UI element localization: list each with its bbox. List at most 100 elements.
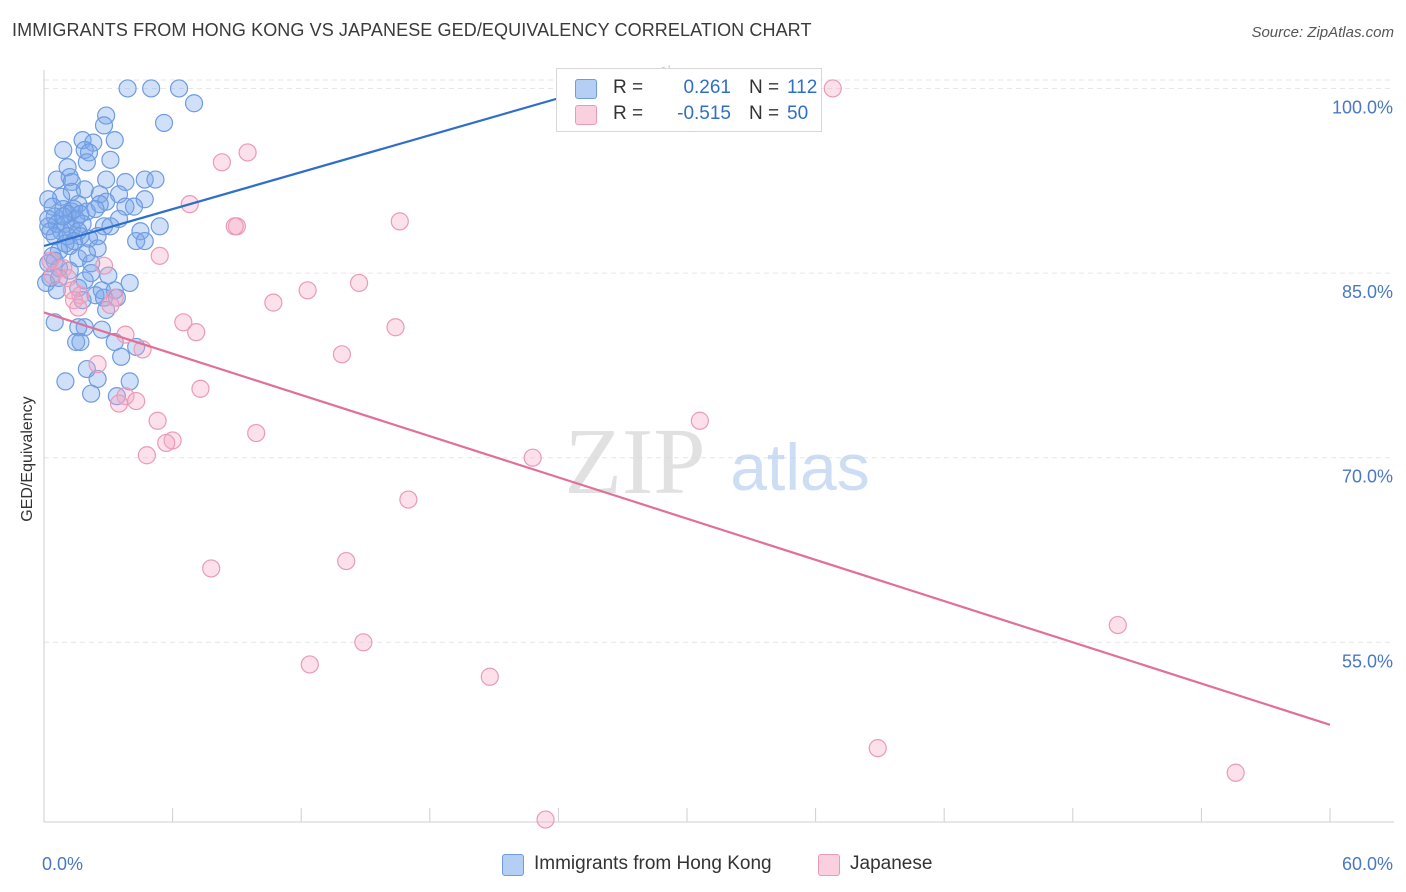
hong-kong-point	[154, 113, 174, 133]
hong-kong-point	[47, 170, 66, 189]
hong-kong-point	[77, 153, 96, 172]
japanese-point	[399, 490, 418, 509]
axis-layer	[43, 70, 1394, 823]
japanese-point	[174, 313, 193, 332]
legend-r-label: R =	[613, 77, 644, 98]
japanese-point	[109, 394, 129, 413]
hong-kong-point	[101, 150, 120, 169]
legend-r-value: 0.261	[683, 77, 731, 98]
legend-n-label: N =	[749, 77, 780, 98]
source-label: Source: ZipAtlas.com	[1251, 24, 1394, 41]
hong-kong-trend-line	[43, 84, 602, 248]
japanese-point	[480, 667, 499, 686]
japanese-point	[101, 295, 120, 315]
hong-kong-point	[120, 273, 139, 293]
japanese-point	[300, 655, 319, 674]
japanese-point	[247, 423, 266, 443]
japanese-point	[349, 273, 369, 293]
hong-kong-point	[184, 94, 204, 113]
legend-row-hong-kong: R = 0.261 N = 112	[575, 77, 817, 101]
hong-kong-point	[169, 79, 189, 98]
japanese-point	[225, 217, 244, 236]
japanese-point	[94, 256, 114, 275]
hong-kong-point	[92, 320, 111, 339]
hong-kong-point	[71, 204, 90, 224]
bottom-legend-swatch-pink	[818, 854, 840, 876]
hong-kong-point	[90, 185, 109, 204]
legend-n-label: N =	[749, 103, 780, 124]
legend-n-value: 112	[787, 77, 818, 98]
japanese-point	[137, 446, 156, 465]
legend-row-japanese: R = -0.515 N = 50	[575, 103, 808, 127]
legend-swatch-pink	[575, 105, 597, 125]
points-layer	[37, 79, 1245, 829]
japanese-point	[69, 298, 88, 317]
japanese-point	[127, 391, 146, 411]
y-tick-label: 85.0%	[1342, 282, 1393, 302]
legend-r-label: R =	[613, 103, 644, 124]
hong-kong-point	[45, 227, 64, 246]
hong-kong-point	[135, 231, 154, 251]
hong-kong-point	[112, 347, 131, 366]
japanese-point	[390, 212, 409, 231]
japanese-point	[150, 246, 169, 265]
bottom-legend-label: Immigrants from Hong Kong	[534, 853, 772, 874]
bottom-legend-label: Japanese	[850, 853, 933, 874]
japanese-point	[332, 345, 352, 364]
watermark: ZIP atlas	[565, 410, 870, 514]
y-tick-label: 100.0%	[1332, 97, 1393, 117]
hong-kong-point	[135, 190, 154, 209]
bottom-legend-swatch-blue	[502, 854, 524, 876]
watermark-zip: ZIP	[565, 410, 706, 514]
hong-kong-point	[118, 79, 137, 98]
hong-kong-point	[71, 332, 90, 352]
japanese-point	[354, 633, 373, 652]
hong-kong-point	[135, 170, 154, 189]
legend-r-value: -0.515	[677, 103, 731, 124]
watermark-atlas: atlas	[730, 430, 869, 504]
hong-kong-point	[124, 197, 144, 216]
hong-kong-point	[150, 217, 169, 236]
japanese-point	[88, 355, 107, 374]
hong-kong-point	[37, 273, 56, 293]
japanese-trend-line	[43, 311, 1331, 726]
hong-kong-point	[94, 116, 114, 135]
chart-title: IMMIGRANTS FROM HONG KONG VS JAPANESE GE…	[12, 20, 812, 40]
hong-kong-point	[120, 372, 139, 391]
hong-kong-point	[54, 140, 73, 160]
japanese-point	[823, 79, 842, 98]
japanese-point	[116, 387, 135, 406]
japanese-point	[212, 153, 231, 172]
tick-label-layer: 55.0% 70.0% 85.0% 100.0% 0.0% 60.0%	[42, 97, 1393, 874]
hong-kong-point	[54, 207, 73, 226]
y-tick-label: 55.0%	[1342, 651, 1393, 671]
japanese-point	[54, 259, 73, 278]
japanese-point	[536, 810, 555, 829]
hong-kong-point	[67, 332, 86, 352]
hong-kong-point	[105, 131, 124, 150]
hong-kong-point	[56, 372, 75, 391]
x-tick-label: 60.0%	[1342, 854, 1393, 874]
x-tick-label: 0.0%	[42, 854, 83, 874]
legend-swatch-blue	[575, 79, 597, 99]
legend-n-value: 50	[787, 103, 809, 124]
japanese-point	[202, 559, 221, 578]
y-axis-label-wrap: GED/Equivalency	[8, 300, 48, 620]
japanese-point	[157, 433, 176, 453]
y-axis-label: GED/Equivalency	[19, 396, 36, 522]
japanese-point	[337, 551, 356, 571]
japanese-point	[191, 379, 210, 398]
hong-kong-point	[99, 266, 118, 285]
japanese-point	[1226, 763, 1245, 782]
hong-kong-point	[86, 199, 105, 219]
hong-kong-point	[82, 384, 101, 403]
japanese-point	[868, 739, 887, 758]
japanese-point	[264, 293, 283, 312]
grid-layer	[44, 79, 1394, 643]
hong-kong-point	[146, 170, 165, 189]
hong-kong-point	[142, 79, 161, 98]
japanese-point	[148, 411, 167, 430]
hong-kong-point	[77, 244, 96, 263]
japanese-point	[690, 411, 709, 430]
